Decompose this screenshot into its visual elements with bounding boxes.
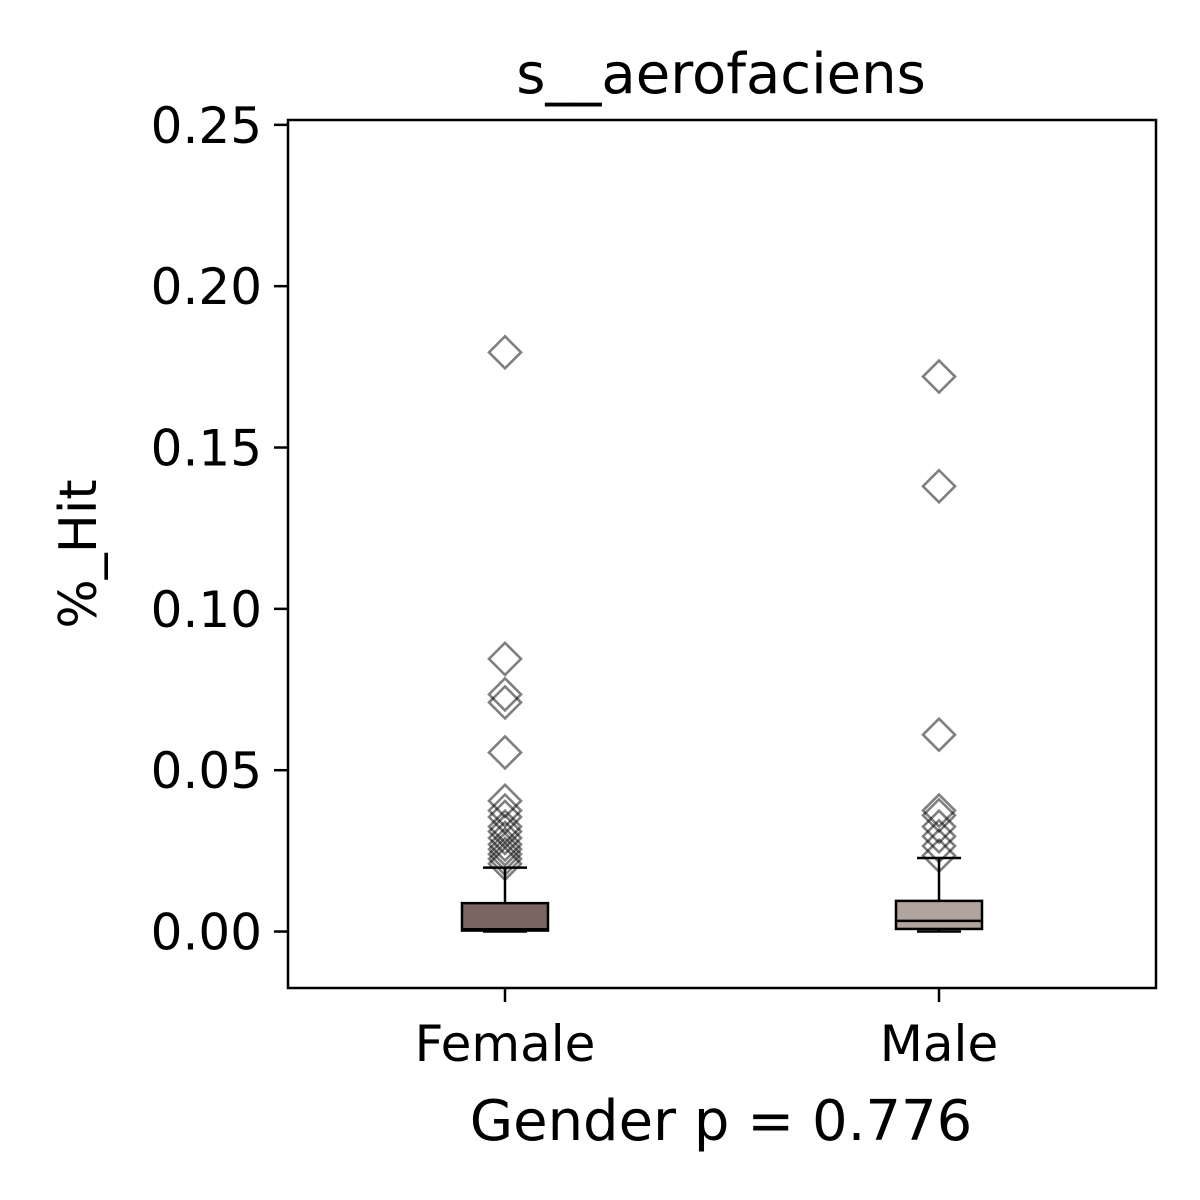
male-outlier-point bbox=[921, 808, 957, 845]
plot-area bbox=[460, 334, 984, 933]
female-outlier-point bbox=[487, 820, 523, 856]
x-axis: Female Male bbox=[415, 988, 998, 1073]
female-outlier-point bbox=[487, 641, 523, 677]
y-tick-label: 0.20 bbox=[151, 258, 262, 316]
male-outlier-point bbox=[921, 818, 957, 855]
y-tick-label: 0.10 bbox=[151, 581, 262, 639]
x-tick-label: Male bbox=[880, 1015, 998, 1073]
male-outlier-point bbox=[921, 358, 957, 395]
y-tick-label: 0.15 bbox=[151, 420, 262, 478]
female-outlier-point bbox=[487, 841, 523, 877]
female-outlier-point bbox=[487, 831, 523, 868]
female-outlier-point bbox=[487, 684, 523, 721]
y-tick-label: 0.25 bbox=[151, 97, 262, 155]
plot-frame bbox=[286, 118, 1158, 990]
female-outlier-point bbox=[487, 676, 523, 713]
female-outlier-point bbox=[487, 792, 523, 829]
female-outlier-point bbox=[487, 826, 523, 863]
female-outlier-point bbox=[487, 845, 523, 882]
female-outlier-point bbox=[487, 836, 523, 872]
chart-title: s__aerofaciens bbox=[516, 42, 926, 107]
x-tick-label: Female bbox=[415, 1015, 596, 1073]
female-outlier-point bbox=[487, 734, 523, 771]
x-axis-label: Gender p = 0.776 bbox=[470, 1089, 973, 1154]
male-outlier-point bbox=[921, 792, 957, 829]
male-outlier-point bbox=[921, 828, 957, 864]
female-box bbox=[460, 901, 550, 932]
male-box bbox=[894, 899, 984, 931]
male-outlier-point bbox=[921, 837, 957, 874]
male-outlier-point bbox=[921, 716, 957, 753]
y-axis: 0.00 0.05 0.10 0.15 0.20 0.25 bbox=[151, 97, 288, 962]
y-tick-label: 0.00 bbox=[151, 904, 262, 962]
y-axis-label: %_Hit bbox=[49, 479, 109, 628]
male-outlier-point bbox=[921, 468, 957, 505]
female-outlier-point bbox=[487, 334, 523, 371]
y-tick-label: 0.05 bbox=[151, 742, 262, 800]
